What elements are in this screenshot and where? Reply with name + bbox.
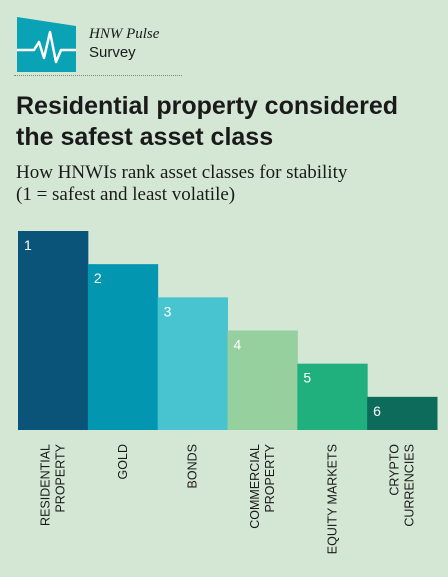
bar-5 (297, 363, 368, 430)
category-label-6-line-2: CURRENCIES (403, 444, 417, 527)
category-label-3-line-1: BONDS (186, 444, 200, 488)
category-label-4-line-1: COMMERCIAL (248, 444, 262, 529)
bar-label-5: 5 (303, 370, 311, 386)
bar-2 (87, 264, 159, 430)
chart-headline: Residential property considered the safe… (16, 92, 399, 151)
category-label-1-line-1: RESIDENTIAL (38, 444, 52, 526)
bar-6 (367, 396, 438, 430)
category-label-5-line-1: EQUITY MARKETS (325, 444, 339, 554)
category-label-6: CRYPTO CURRENCIES (388, 444, 417, 527)
category-label-6-line-1: CRYPTO (388, 444, 402, 496)
category-label-1: RESIDENTIAL PROPERTY (38, 443, 67, 526)
category-label-4: COMMERCIAL PROPERTY (248, 443, 277, 528)
category-label-5: EQUITY MARKETS (325, 444, 339, 554)
bar-3 (157, 297, 228, 430)
bar-label-6: 6 (373, 403, 381, 419)
bar-label-2: 2 (94, 270, 102, 286)
category-label-1-line-2: PROPERTY (53, 443, 67, 512)
bar-4 (227, 330, 298, 430)
bar-1 (18, 231, 89, 430)
subtitle-line-1: How HNWIs rank asset classes for stabili… (16, 162, 348, 183)
chart-subtitle: How HNWIs rank asset classes for stabili… (16, 162, 441, 206)
subtitle-line-2: (1 = safest and least volatile) (16, 184, 236, 205)
brand-name: HNW Pulse (89, 26, 160, 42)
category-label-2-line-1: GOLD (116, 444, 130, 479)
bar-label-3: 3 (164, 303, 172, 319)
brand-subname: Survey (89, 44, 136, 61)
bar-label-1: 1 (24, 237, 32, 253)
category-label-2: GOLD (116, 444, 130, 479)
category-label-3: BONDS (186, 444, 200, 488)
bar-label-4: 4 (234, 337, 242, 353)
category-label-4-line-2: PROPERTY (263, 443, 277, 512)
divider (14, 75, 182, 76)
pulse-survey-logo (17, 17, 76, 72)
